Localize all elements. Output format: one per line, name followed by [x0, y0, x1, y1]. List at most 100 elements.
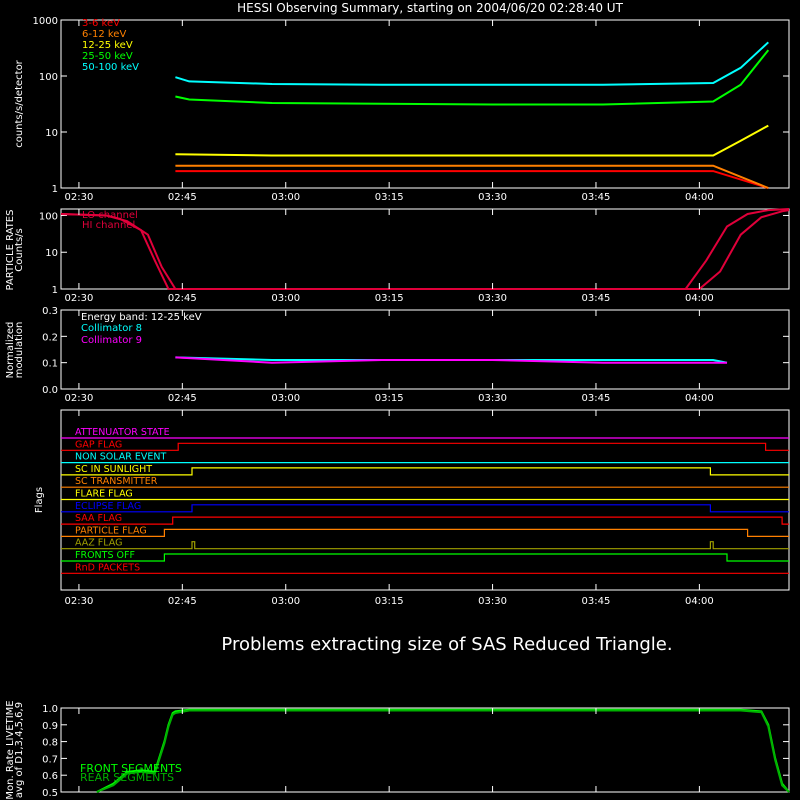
particle-legend-entry: LO channel — [82, 210, 138, 221]
particle-y-tick-label: 1 — [52, 285, 58, 296]
flag-trace — [61, 504, 789, 513]
particle-y-tick-label: 10 — [45, 248, 58, 259]
time-tick-label: 02:30 — [65, 596, 94, 607]
count-rate-panel: counts/s/detector 1 10 100 1000 3-6 keV6-12… — [14, 16, 790, 195]
time-tick-label: 03:15 — [375, 393, 404, 404]
livetime-frame — [60, 707, 790, 793]
time-tick-label: 03:45 — [582, 393, 611, 404]
time-tick-label: 02:30 — [65, 393, 94, 404]
count-legend-entry: 6-12 keV — [82, 29, 126, 40]
time-tick-label: 03:15 — [375, 293, 404, 304]
time-tick-label: 03:15 — [375, 596, 404, 607]
time-tick-label: 03:30 — [478, 192, 507, 203]
time-tick-label: 02:30 — [65, 192, 94, 203]
time-tick-label: 03:30 — [478, 293, 507, 304]
time-tick-label: 03:45 — [582, 293, 611, 304]
livetime-series-REAR-SEGMENTS — [96, 709, 790, 793]
time-tick-label: 02:45 — [168, 393, 197, 404]
flag-trace — [61, 528, 789, 537]
modulation-y-tick-label: 0.1 — [42, 359, 58, 370]
livetime-y-tick-label: 0.8 — [42, 738, 58, 749]
livetime-ylabel-line2: avg of D1,3,4,5,6,9 — [14, 702, 25, 798]
flag-label: AAZ FLAG — [75, 538, 122, 549]
time-tick-label: 02:45 — [168, 293, 197, 304]
modulation-series-Collimator-9 — [175, 356, 727, 364]
count-rate-frame — [60, 19, 790, 189]
time-tick-label: 03:15 — [375, 192, 404, 203]
page-title: HESSI Observing Summary, starting on 200… — [237, 1, 623, 15]
time-tick-label: 03:30 — [478, 596, 507, 607]
livetime-series-FRONT-SEGMENTS — [96, 708, 790, 793]
time-tick-label: 02:45 — [168, 192, 197, 203]
particle-legend-entry: HI channel — [82, 220, 135, 231]
livetime-legend-entry: REAR SEGMENTS — [80, 771, 174, 784]
time-tick-label: 03:45 — [582, 596, 611, 607]
flag-trace — [61, 553, 789, 562]
count-rate-y-tick-label: 1000 — [33, 16, 58, 27]
time-tick-label: 03:00 — [271, 192, 300, 203]
modulation-ylabel-line1: Normalized — [5, 322, 16, 379]
time-tick-label: 03:00 — [271, 596, 300, 607]
flag-trace — [61, 541, 789, 550]
time-tick-label: 03:45 — [582, 192, 611, 203]
flag-label: NON SOLAR EVENT — [75, 452, 166, 463]
time-tick-label: 04:00 — [685, 192, 714, 203]
count-series-12-25-keV — [175, 124, 769, 157]
flags-ylabel: Flags — [34, 487, 45, 513]
modulation-frame — [60, 309, 790, 390]
flag-label: GAP FLAG — [75, 439, 122, 450]
time-tick-label: 03:00 — [271, 393, 300, 404]
count-legend-entry: 12-25 keV — [82, 40, 133, 51]
particle-series-LO-channel — [60, 208, 790, 290]
particle-panel: PARTICLE RATES Counts/s 1 10 100 LO channe… — [5, 208, 790, 296]
flag-label: RnD PACKETS — [75, 562, 140, 573]
particle-frame — [60, 208, 790, 290]
modulation-panel: Normalized modulation Energy band: 12-25… — [5, 306, 790, 396]
flag-trace — [61, 467, 789, 476]
count-series-50-100-keV — [175, 41, 769, 86]
time-tick-label: 04:00 — [685, 393, 714, 404]
count-series-25-50-keV — [175, 49, 770, 106]
count-rate-ylabel: counts/s/detector — [14, 59, 25, 147]
livetime-y-tick-label: 0.9 — [42, 721, 58, 732]
flag-label: PARTICLE FLAG — [75, 525, 147, 536]
count-legend-entry: 50-100 keV — [82, 62, 139, 73]
flag-label: SAA FLAG — [75, 513, 122, 524]
particle-ylabel-line1: PARTICLE RATES — [5, 210, 16, 291]
time-tick-label: 02:45 — [168, 596, 197, 607]
count-rate-y-tick-label: 1 — [52, 184, 58, 195]
livetime-legend-entry: FRONT SEGMENTS — [80, 762, 182, 775]
livetime-panel: Mon. Rate LIVETIME avg of D1,3,4,5,6,9 0… — [5, 700, 790, 800]
flag-label: SC IN SUNLIGHT — [75, 464, 152, 475]
time-tick-label: 04:00 — [685, 596, 714, 607]
modulation-band-label: Energy band: 12-25 keV — [81, 312, 202, 323]
count-rate-y-tick-label: 100 — [39, 72, 58, 83]
flag-trace — [61, 516, 789, 525]
modulation-legend-entry: Collimator 8 — [81, 323, 142, 334]
livetime-ylabel-line1: Mon. Rate LIVETIME — [5, 700, 16, 799]
sas-message: Problems extracting size of SAS Reduced … — [221, 634, 672, 655]
count-rate-y-tick-label: 10 — [45, 128, 58, 139]
flag-label: SC TRANSMITTER — [75, 476, 158, 487]
time-tick-label: 04:00 — [685, 293, 714, 304]
flag-label: FLARE FLAG — [75, 489, 133, 500]
modulation-y-tick-label: 0.2 — [42, 332, 58, 343]
livetime-y-tick-label: 1.0 — [42, 704, 58, 715]
particle-series-HI-channel — [60, 209, 790, 290]
flag-label: ATTENUATOR STATE — [75, 427, 170, 438]
flag-trace — [61, 442, 789, 451]
flag-label: FRONTS OFF — [75, 550, 135, 561]
particle-ylabel-line2: Counts/s — [14, 228, 25, 272]
livetime-y-tick-label: 0.6 — [42, 771, 58, 782]
count-series-3-6-keV — [175, 170, 769, 189]
flag-label: ECLIPSE FLAG — [75, 501, 141, 512]
modulation-y-tick-label: 0.3 — [42, 306, 58, 317]
particle-y-tick-label: 100 — [39, 211, 58, 222]
modulation-y-tick-label: 0.0 — [42, 385, 58, 396]
count-series-6-12-keV — [175, 164, 769, 189]
livetime-y-tick-label: 0.5 — [42, 788, 58, 799]
modulation-legend-entry: Collimator 9 — [81, 335, 142, 346]
count-legend-entry: 25-50 keV — [82, 51, 133, 62]
